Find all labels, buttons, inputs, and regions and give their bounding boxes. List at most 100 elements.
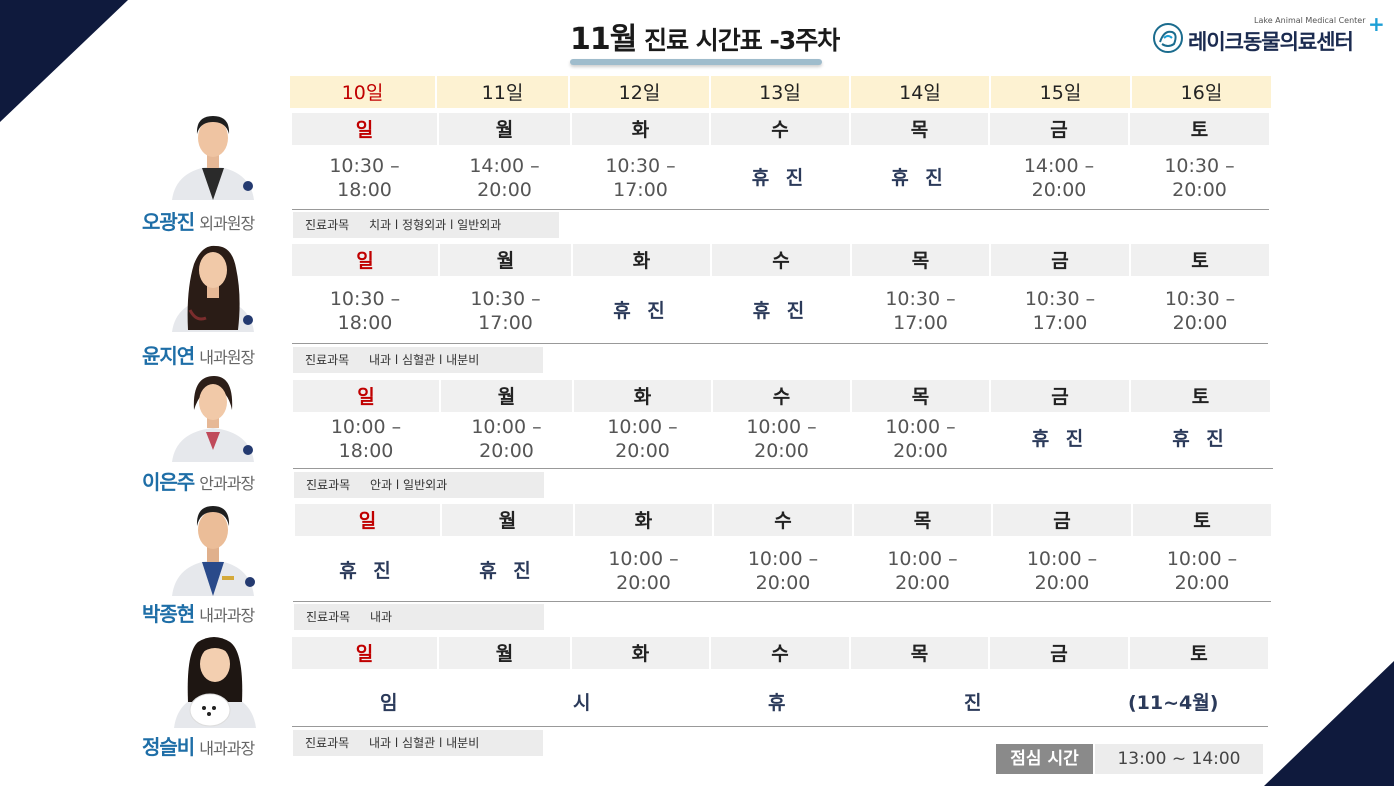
doctor-portrait-icon (172, 376, 254, 462)
weekday-cell: 수 (714, 504, 852, 536)
department-list: 내과 l 심혈관 l 내분비 (369, 736, 480, 750)
time-start: 10:00 – (887, 548, 958, 570)
time-end: 20:00 (616, 572, 671, 594)
time-cell: 14:00 –20:00 (439, 150, 570, 206)
doctor-name: 박종현 (142, 602, 195, 626)
time-cell: 10:00 –20:00 (441, 411, 572, 467)
weekday-cell: 목 (851, 113, 988, 145)
logo: Lake Animal Medical Center 레이크동물의료센터 + (1152, 12, 1385, 56)
department-box: 진료과목 내과 l 심혈관 l 내분비 (293, 730, 543, 756)
temp-closure-period: (11~4월) (1128, 692, 1219, 714)
temp-closure-char: 휴 (768, 692, 786, 714)
closed-label: 휴 진 (1031, 428, 1089, 450)
department-box: 진료과목 안과 l 일반외과 (294, 472, 544, 498)
weekday-cell: 화 (573, 244, 710, 276)
weekday-cell: 금 (991, 380, 1129, 412)
time-start: 10:00 – (1026, 548, 1098, 570)
weekday-cell: 토 (1130, 113, 1269, 145)
date-cell: 14일 (899, 82, 941, 104)
time-cell: 10:30 –20:00 (1131, 283, 1269, 339)
closed-label: 휴 진 (339, 560, 396, 582)
weekday-cell: 수 (713, 380, 850, 412)
time-start: 10:30 – (329, 155, 400, 177)
weekday-cell: 화 (572, 113, 709, 145)
doctor-name: 오광진 (142, 210, 195, 234)
lunch-label: 점심 시간 (996, 744, 1093, 774)
time-cell: 10:00 –20:00 (852, 411, 989, 467)
time-start: 10:30 – (605, 155, 676, 177)
title-rest: 진료 시간표 -3주차 (636, 26, 840, 55)
department-box: 진료과목 내과 l 심혈관 l 내분비 (293, 347, 543, 373)
time-start: 10:30 – (1164, 288, 1236, 310)
weekday-cell: 수 (712, 244, 850, 276)
time-start: 10:00 – (330, 416, 402, 438)
closed-label: 휴 진 (752, 300, 810, 322)
time-start: 10:00 – (471, 416, 542, 438)
weekday-cell: 토 (1133, 504, 1271, 536)
time-cell: 휴 진 (712, 283, 850, 339)
doctor-portrait-icon (172, 116, 254, 200)
time-cell: 10:30 –20:00 (1130, 150, 1269, 206)
time-start: 14:00 – (469, 155, 540, 177)
weekday-cell: 금 (990, 637, 1128, 669)
doctor-name: 이은주 (142, 470, 195, 494)
date-header-row: 10일 11일 12일 13일 14일 15일 16일 (290, 76, 1271, 108)
date-cell: 15일 (1039, 82, 1082, 104)
department-list: 내과 (370, 610, 393, 624)
department-box: 진료과목 치과 l 정형외과 l 일반외과 (293, 212, 559, 238)
weekday-cell: 일 (293, 380, 439, 412)
title-month: 11월 (570, 22, 637, 57)
time-end: 20:00 (895, 572, 950, 594)
department-label: 진료과목 (306, 478, 351, 492)
doctor-name-1: 오광진 외과원장 (142, 206, 255, 235)
time-cell: 10:00 –20:00 (854, 543, 991, 599)
weekday-cell: 화 (575, 504, 712, 536)
date-separator (989, 76, 991, 108)
date-cell: 12일 (618, 82, 661, 104)
doctor-name-2: 윤지연 내과원장 (142, 340, 255, 369)
date-separator (435, 76, 437, 108)
weekday-cell: 금 (991, 244, 1129, 276)
time-cell: 10:00 –20:00 (574, 411, 711, 467)
department-label: 진료과목 (305, 736, 350, 750)
time-start: 10:00 – (885, 416, 956, 438)
avatar-doctor-3 (166, 370, 260, 466)
time-cell: 휴 진 (442, 543, 573, 599)
row-divider (292, 726, 1268, 727)
department-label: 진료과목 (305, 353, 350, 367)
department-list: 치과 l 정형외과 l 일반외과 (369, 218, 502, 232)
doctor-name-4: 박종현 내과과장 (142, 598, 255, 627)
time-start: 10:30 – (885, 288, 956, 310)
logo-mark-icon (1153, 23, 1183, 53)
closed-label: 휴 진 (751, 167, 809, 189)
weekday-cell: 일 (292, 113, 437, 145)
row-divider (292, 209, 1269, 210)
date-separator (849, 76, 851, 108)
time-start: 10:00 – (607, 416, 678, 438)
time-cell: 10:00 –20:00 (714, 543, 852, 599)
time-cell: 10:30 –18:00 (292, 283, 438, 339)
temporary-closure-row: 임 시 휴 진 (11~4월) (292, 672, 1268, 726)
weekday-cell: 월 (439, 637, 570, 669)
date-separator (568, 76, 570, 108)
time-cell: 10:30 –17:00 (440, 283, 571, 339)
weekday-cell: 토 (1131, 380, 1270, 412)
time-cell: 10:00 –20:00 (993, 543, 1131, 599)
time-start: 10:00 – (608, 548, 679, 570)
doctor-title: 외과원장 (199, 214, 255, 233)
department-label: 진료과목 (306, 610, 351, 624)
weekday-cell: 토 (1130, 637, 1268, 669)
page-title: 11월 진료 시간표 -3주차 (570, 14, 840, 58)
avatar-doctor-1 (166, 108, 260, 204)
closed-label: 휴 진 (891, 167, 948, 189)
time-end: 20:00 (615, 440, 670, 462)
time-cell: 휴 진 (295, 543, 440, 599)
time-end: 20:00 (1172, 312, 1228, 334)
weekday-cell: 월 (442, 504, 573, 536)
time-cell: 휴 진 (851, 150, 988, 206)
time-end: 20:00 (754, 440, 809, 462)
row-divider (292, 343, 1268, 344)
time-cell: 10:00 –20:00 (1133, 543, 1271, 599)
weekday-cell: 일 (295, 504, 440, 536)
time-start: 10:00 – (747, 548, 819, 570)
